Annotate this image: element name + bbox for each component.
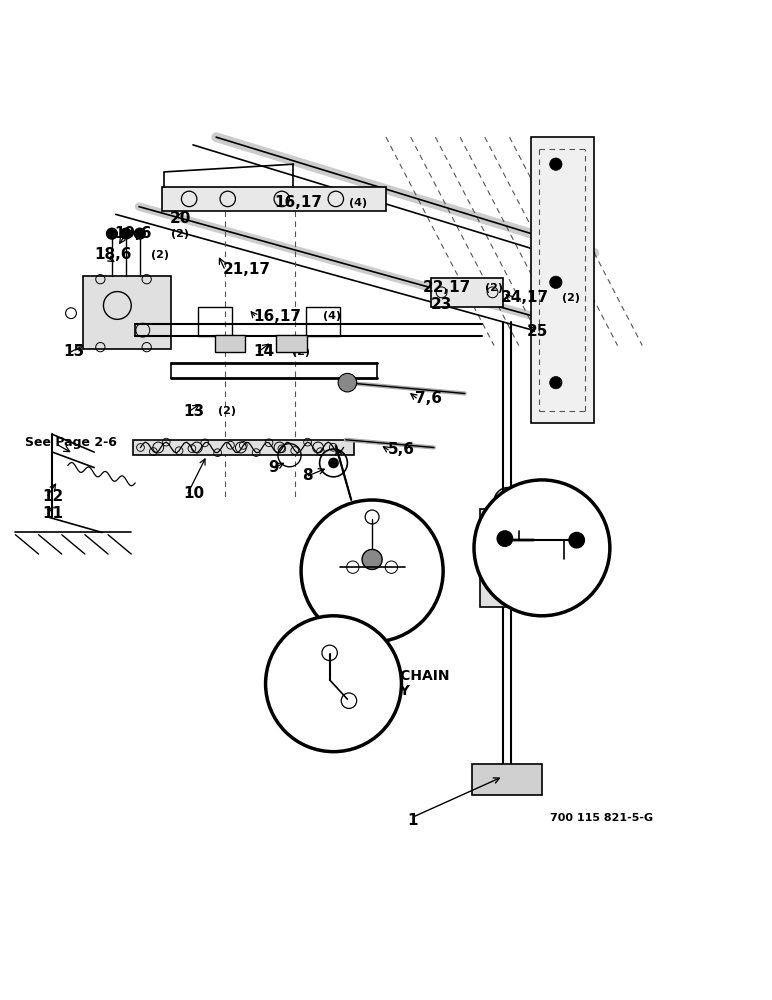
Text: (2): (2)	[562, 293, 580, 303]
Circle shape	[338, 373, 357, 392]
Text: 18,6: 18,6	[94, 247, 132, 262]
Bar	[276, 335, 307, 352]
Text: 11: 11	[42, 506, 63, 521]
Circle shape	[266, 616, 401, 752]
Text: (4): (4)	[323, 311, 340, 321]
Polygon shape	[162, 187, 386, 211]
Text: (4): (4)	[349, 198, 367, 208]
Text: 15: 15	[63, 344, 84, 359]
Text: 1: 1	[408, 813, 418, 828]
Text: (2): (2)	[171, 229, 189, 239]
Text: 12: 12	[42, 489, 64, 504]
Text: 19,6: 19,6	[114, 226, 152, 241]
Polygon shape	[133, 440, 354, 455]
Circle shape	[120, 228, 131, 239]
Circle shape	[567, 577, 583, 593]
Text: 16,17: 16,17	[253, 309, 301, 324]
Circle shape	[362, 549, 382, 569]
Polygon shape	[531, 137, 594, 423]
Text: 13: 13	[184, 404, 205, 419]
Bar	[215, 335, 245, 352]
Circle shape	[569, 532, 584, 548]
Polygon shape	[431, 278, 503, 307]
Text: 10: 10	[184, 486, 205, 501]
Text: (2): (2)	[218, 406, 235, 416]
Bar	[198, 307, 232, 336]
Text: 5,6: 5,6	[388, 442, 415, 457]
Text: 25: 25	[527, 324, 548, 339]
Text: 24,17: 24,17	[500, 290, 548, 305]
Polygon shape	[472, 764, 542, 795]
Text: 20: 20	[170, 211, 191, 226]
Text: 4  PIN AND CHAIN: 4 PIN AND CHAIN	[310, 669, 450, 683]
Text: 14: 14	[253, 344, 274, 359]
Text: 16,17: 16,17	[274, 195, 322, 210]
Text: 9: 9	[269, 460, 279, 475]
Text: 21,17: 21,17	[222, 262, 270, 277]
Text: 2  CRANK KIT: 2 CRANK KIT	[488, 530, 592, 544]
Circle shape	[497, 531, 513, 546]
Bar	[306, 307, 340, 336]
Text: 7,6: 7,6	[415, 391, 442, 406]
Circle shape	[329, 458, 338, 468]
Polygon shape	[480, 509, 539, 607]
Circle shape	[134, 228, 145, 239]
Circle shape	[550, 376, 562, 389]
Text: 22,17: 22,17	[423, 280, 471, 295]
Text: 23: 23	[431, 297, 452, 312]
Text: 3  GEAR SET: 3 GEAR SET	[338, 556, 434, 570]
Text: (2): (2)	[151, 250, 169, 260]
Text: (2): (2)	[292, 347, 310, 357]
Circle shape	[301, 500, 443, 642]
Circle shape	[550, 276, 562, 288]
Text: See Page 2-6: See Page 2-6	[25, 436, 117, 449]
Circle shape	[107, 228, 117, 239]
Text: (2): (2)	[485, 283, 503, 293]
Circle shape	[474, 480, 610, 616]
Text: ASSEMBLY: ASSEMBLY	[330, 684, 411, 698]
Text: 8: 8	[303, 468, 313, 483]
Polygon shape	[83, 276, 171, 349]
Circle shape	[550, 158, 562, 170]
Text: 700 115 821-5-G: 700 115 821-5-G	[550, 813, 653, 823]
